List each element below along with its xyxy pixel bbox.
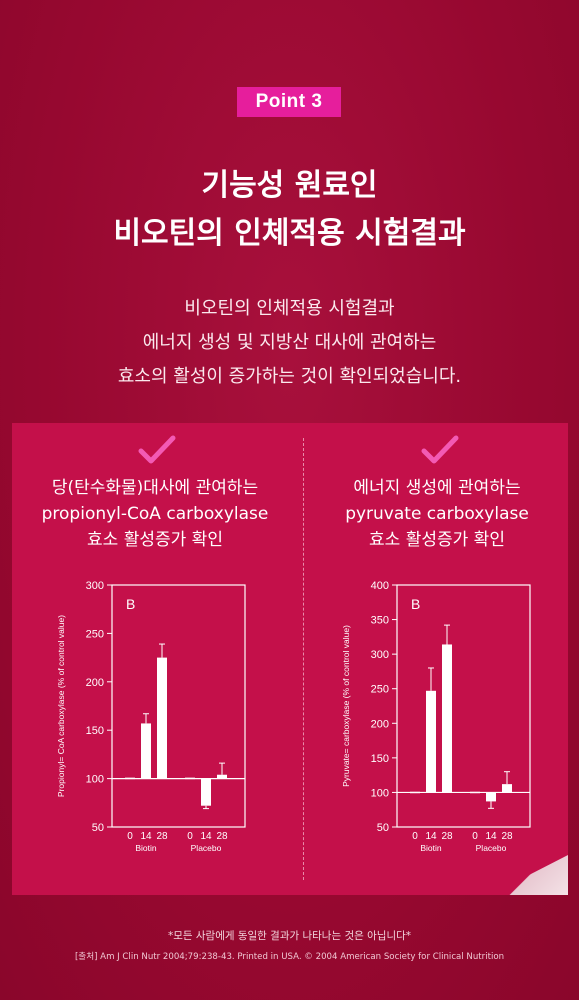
y-tick-label: 200 [86, 677, 104, 689]
x-tick-label: 0 [127, 831, 133, 842]
main-title-line2: 비오틴의 인체적용 시험결과 [113, 216, 466, 251]
panel-label: B [126, 596, 135, 612]
y-tick-label: 350 [371, 615, 389, 627]
left-title-line1: 당(탄수화물)대사에 관여하는 [51, 478, 259, 498]
pyruvate-chart: 50 100 150 200 250 300 350 400 B Pyruvate= carbox… [341, 580, 531, 853]
y-tick-label: 100 [86, 774, 104, 786]
bar [185, 777, 195, 780]
bar [141, 723, 151, 779]
right-title-line2: pyruvate carboxylase [345, 504, 529, 524]
checkmark-icon [421, 435, 459, 464]
right-title-line3: 효소 활성증가 확인 [369, 530, 505, 550]
column-divider [303, 438, 304, 880]
results-panel [12, 423, 568, 895]
group-label: Placebo [191, 843, 222, 853]
left-title-line2: propionyl-CoA carboxylase [41, 504, 269, 524]
y-tick-label: 150 [86, 725, 104, 737]
x-tick-label: 14 [425, 831, 437, 842]
y-tick-label: 200 [371, 718, 389, 730]
bar [201, 778, 211, 806]
bar [502, 784, 512, 793]
propionyl-chart: 50 100 150 200 250 300 B Propionyl= CoA carboxy… [56, 580, 246, 853]
y-axis-label: Propionyl= CoA carboxylase (% of control… [56, 615, 66, 797]
x-tick-label: 28 [441, 831, 453, 842]
y-axis-label: Pyruvate= carboxylase (% of control valu… [341, 625, 351, 787]
y-tick-label: 50 [92, 822, 104, 834]
y-tick-label: 300 [86, 580, 104, 592]
checkmark-icon [138, 435, 176, 464]
source-citation: [출처] Am J Clin Nutr 2004;79:238-43. Prin… [74, 952, 505, 962]
point-badge: Point 3 [237, 87, 341, 117]
bar [410, 791, 420, 794]
main-title-line1: 기능성 원료인 [201, 168, 378, 203]
y-tick-label: 100 [371, 787, 389, 799]
subtitle-line2: 에너지 생성 및 지방산 대사에 관여하는 [142, 332, 437, 353]
bar [125, 777, 135, 780]
x-tick-label: 0 [187, 831, 193, 842]
group-label: Placebo [476, 843, 507, 853]
bar [442, 644, 452, 793]
y-tick-label: 50 [377, 822, 389, 834]
x-tick-label: 0 [412, 831, 418, 842]
y-tick-label: 400 [371, 580, 389, 592]
bar [426, 690, 436, 793]
y-tick-label: 150 [371, 753, 389, 765]
group-label: Biotin [135, 843, 157, 853]
y-tick-label: 300 [371, 649, 389, 661]
x-tick-label: 28 [156, 831, 168, 842]
left-column-title: 당(탄수화물)대사에 관여하는 propionyl-CoA carboxylas… [20, 475, 290, 553]
plot-frame [111, 584, 246, 828]
x-tick-label: 14 [200, 831, 212, 842]
x-tick-label: 28 [501, 831, 513, 842]
x-tick-label: 14 [140, 831, 152, 842]
x-tick-label: 28 [216, 831, 228, 842]
subtitle: 비오틴의 인체적용 시험결과 에너지 생성 및 지방산 대사에 관여하는 효소의… [0, 292, 579, 394]
plot-frame [396, 584, 531, 828]
disclaimer-note: *모든 사람에게 동일한 결과가 나타나는 것은 아닙니다* [167, 930, 412, 942]
right-title-line1: 에너지 생성에 관여하는 [353, 478, 521, 498]
subtitle-line1: 비오틴의 인체적용 시험결과 [184, 298, 395, 319]
bar [470, 791, 480, 794]
x-tick-label: 0 [472, 831, 478, 842]
y-tick-label: 250 [371, 684, 389, 696]
x-tick-label: 14 [485, 831, 497, 842]
subtitle-line3: 효소의 활성이 증가하는 것이 확인되었습니다. [117, 366, 462, 387]
left-title-line3: 효소 활성증가 확인 [87, 530, 223, 550]
right-column-title: 에너지 생성에 관여하는 pyruvate carboxylase 효소 활성증… [302, 475, 572, 553]
bar [486, 792, 496, 802]
bar [157, 657, 167, 779]
y-tick-label: 250 [86, 628, 104, 640]
group-label: Biotin [420, 843, 442, 853]
main-title: 기능성 원료인 비오틴의 인체적용 시험결과 [0, 162, 579, 258]
bar [217, 774, 227, 779]
panel-label: B [411, 596, 420, 612]
